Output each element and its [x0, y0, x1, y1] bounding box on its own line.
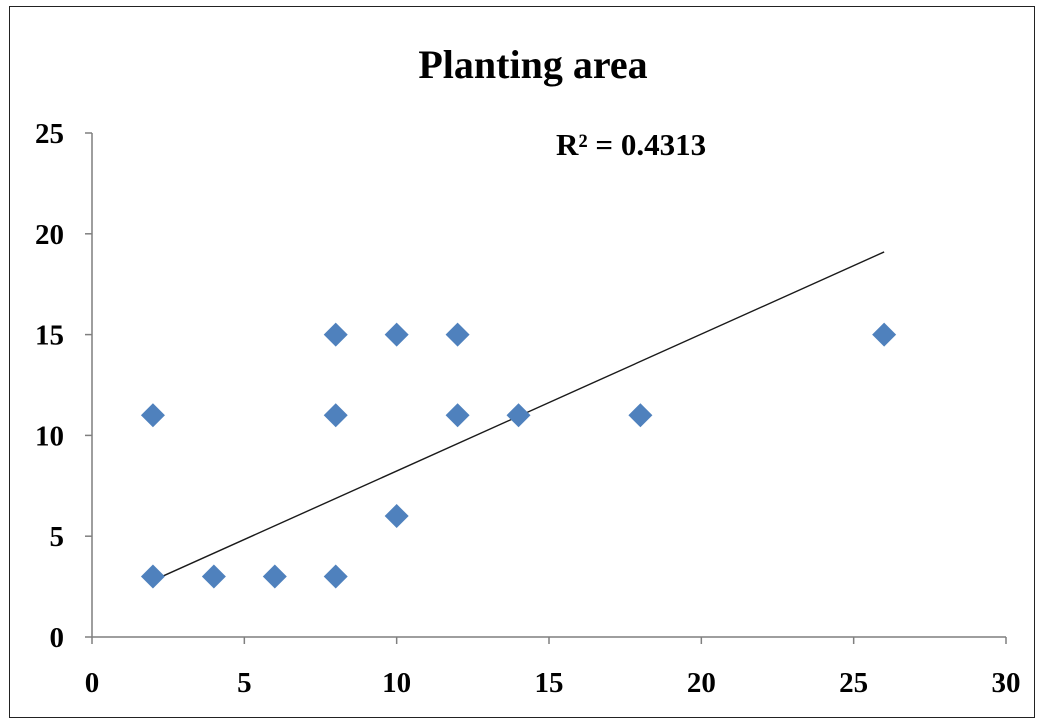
data-point: [201, 564, 226, 589]
data-point: [445, 403, 470, 428]
x-tick-label: 5: [237, 667, 252, 699]
x-tick-label: 10: [382, 667, 411, 699]
r-squared-annotation: R² = 0.4313: [556, 127, 706, 162]
data-points: [140, 322, 897, 589]
x-tick-label: 30: [992, 667, 1021, 699]
x-tick-label: 25: [839, 667, 868, 699]
x-tick-label: 15: [535, 667, 564, 699]
x-axis: 0 5 10 15 20 25 30: [85, 636, 1021, 699]
x-tick-label: 0: [85, 667, 100, 699]
y-tick-label: 15: [35, 320, 64, 352]
data-point: [384, 322, 409, 347]
y-tick-label: 0: [50, 622, 65, 654]
y-tick-label: 10: [35, 420, 64, 452]
y-axis: 0 5 10 15 20 25: [35, 118, 93, 654]
chart-frame: [9, 6, 1035, 718]
chart-title: Planting area: [418, 42, 647, 87]
y-tick-label: 25: [35, 118, 64, 150]
x-tick-label: 20: [687, 667, 716, 699]
y-tick-label: 20: [35, 219, 64, 251]
data-point: [384, 504, 409, 529]
data-point: [140, 403, 165, 428]
data-point: [445, 322, 470, 347]
data-point: [262, 564, 287, 589]
data-point: [506, 403, 531, 428]
data-point: [872, 322, 897, 347]
data-point: [323, 564, 348, 589]
data-point: [323, 322, 348, 347]
data-point: [323, 403, 348, 428]
data-point: [140, 564, 165, 589]
data-point: [628, 403, 653, 428]
y-tick-label: 5: [50, 521, 65, 553]
